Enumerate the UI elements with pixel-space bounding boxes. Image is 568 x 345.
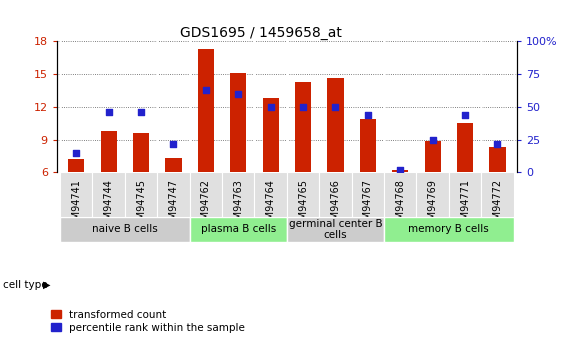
Bar <box>190 172 222 217</box>
Bar <box>287 172 319 217</box>
Point <box>428 137 437 142</box>
Text: GSM94765: GSM94765 <box>298 179 308 232</box>
Bar <box>295 82 311 172</box>
Point <box>299 104 308 110</box>
Point <box>72 150 81 156</box>
Point <box>201 87 210 92</box>
Bar <box>230 73 247 172</box>
Bar <box>384 217 513 241</box>
Bar <box>165 158 182 172</box>
Bar <box>60 217 190 241</box>
Text: GSM94745: GSM94745 <box>136 179 146 232</box>
Bar <box>101 131 117 172</box>
Text: GSM94747: GSM94747 <box>169 179 178 232</box>
Bar <box>190 217 287 241</box>
Text: plasma B cells: plasma B cells <box>201 224 276 234</box>
Point <box>104 109 113 115</box>
Text: naive B cells: naive B cells <box>92 224 158 234</box>
Text: memory B cells: memory B cells <box>408 224 489 234</box>
Text: GSM94772: GSM94772 <box>492 179 503 232</box>
Bar <box>392 170 408 172</box>
Bar <box>198 49 214 172</box>
Bar <box>416 172 449 217</box>
Bar <box>352 172 384 217</box>
Text: GSM94766: GSM94766 <box>331 179 340 232</box>
Bar <box>327 79 344 172</box>
Point <box>233 91 243 97</box>
Text: germinal center B
cells: germinal center B cells <box>289 218 382 240</box>
Text: GDS1695 / 1459658_at: GDS1695 / 1459658_at <box>181 26 342 40</box>
Text: cell type: cell type <box>3 280 48 289</box>
Bar <box>490 147 506 172</box>
Legend: transformed count, percentile rank within the sample: transformed count, percentile rank withi… <box>51 310 245 333</box>
Bar <box>319 172 352 217</box>
Point <box>364 112 373 117</box>
Text: GSM94763: GSM94763 <box>233 179 243 232</box>
Point <box>396 167 405 172</box>
Text: GSM94741: GSM94741 <box>71 179 81 232</box>
Point <box>461 112 470 117</box>
Point <box>169 141 178 146</box>
Bar <box>384 172 416 217</box>
Bar <box>60 172 93 217</box>
Bar <box>287 217 384 241</box>
Point <box>136 109 145 115</box>
Text: GSM94767: GSM94767 <box>363 179 373 232</box>
Text: ▶: ▶ <box>43 280 50 289</box>
Text: GSM94768: GSM94768 <box>395 179 405 232</box>
Bar <box>254 172 287 217</box>
Bar <box>222 172 254 217</box>
Bar <box>68 159 84 172</box>
Bar <box>424 141 441 172</box>
Point <box>331 104 340 110</box>
Bar <box>93 172 125 217</box>
Point <box>493 141 502 146</box>
Bar <box>125 172 157 217</box>
Bar <box>449 172 481 217</box>
Text: GSM94762: GSM94762 <box>201 179 211 232</box>
Point <box>266 104 275 110</box>
Bar <box>262 98 279 172</box>
Bar <box>360 119 376 172</box>
Bar <box>157 172 190 217</box>
Text: GSM94771: GSM94771 <box>460 179 470 232</box>
Text: GSM94769: GSM94769 <box>428 179 437 232</box>
Text: GSM94744: GSM94744 <box>103 179 114 232</box>
Bar <box>457 123 473 172</box>
Bar <box>133 133 149 172</box>
Bar <box>481 172 513 217</box>
Text: GSM94764: GSM94764 <box>266 179 275 232</box>
